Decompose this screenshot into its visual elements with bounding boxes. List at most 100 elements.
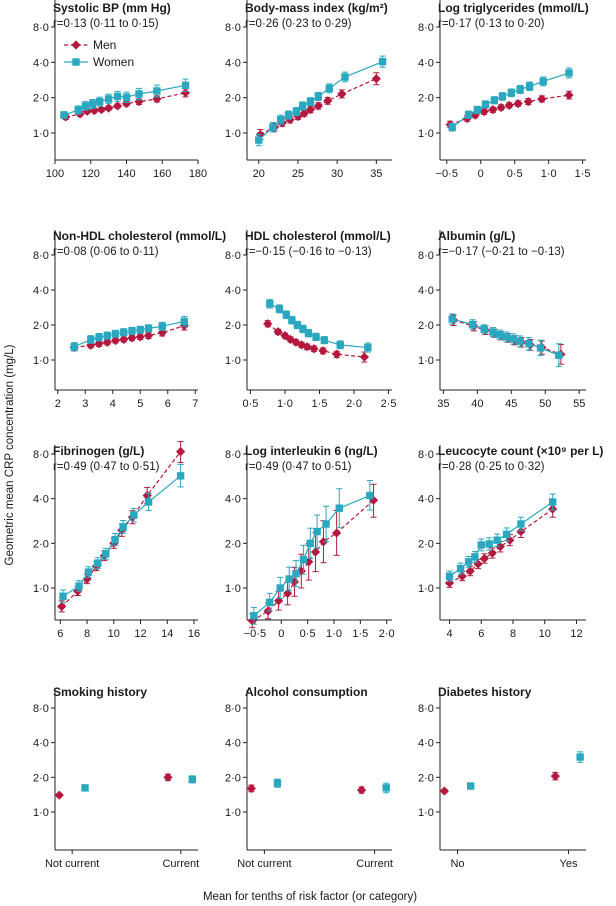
panel-title: Body-mass index (kg/m²) (245, 1, 388, 15)
panel-stat: r=0·13 (0·11 to 0·15) (53, 18, 159, 30)
data-point-women (292, 569, 300, 578)
data-point-women (525, 82, 534, 90)
x-tick-label: 120 (82, 168, 100, 180)
data-point-women (468, 320, 477, 329)
data-point-women (81, 102, 90, 110)
x-tick-label: 6 (478, 628, 484, 640)
data-point-men (495, 542, 505, 552)
x-tick-label: 7 (192, 398, 198, 410)
data-point-women (70, 343, 78, 351)
panel-stat: r=0·49 (0·47 to 0·51) (245, 461, 352, 473)
data-point-women (158, 322, 166, 330)
y-tick-label: 2·0 (225, 93, 241, 105)
x-tick-label: 2·0 (379, 628, 395, 640)
y-tick-label: 4·0 (33, 57, 49, 69)
data-point-women (464, 558, 473, 566)
x-tick-label: Current (162, 858, 199, 870)
y-axis-label: Geometric mean CRP concentration (mg/L) (4, 344, 16, 565)
series-line-men (251, 499, 374, 622)
data-point-men (564, 90, 574, 100)
data-point-women (299, 556, 308, 564)
data-point-men (299, 108, 309, 118)
panel-title: HDL cholesterol (mmol/L) (245, 229, 391, 243)
chart-panel-systolic-bp-mm-hg: Systolic BP (mm Hg) r=0·13 (0·11 to 0·15)… (33, 0, 207, 180)
data-point-men (142, 490, 152, 501)
data-point-women (181, 81, 190, 89)
data-point-men (359, 352, 369, 362)
data-point-women (111, 535, 119, 544)
data-point-men (318, 346, 328, 356)
x-tick-label: 2·0 (346, 398, 362, 410)
data-point-women (516, 337, 524, 345)
panel-title: Diabetes history (438, 685, 532, 699)
data-point-men (356, 785, 367, 795)
data-point-women (448, 315, 456, 323)
series-line-women (253, 494, 371, 617)
data-point-women (548, 498, 557, 506)
x-tick-label: 1·5 (312, 398, 328, 410)
data-point-men (135, 332, 145, 342)
y-tick-label: 8·0 (33, 22, 49, 34)
data-point-women (81, 784, 89, 792)
data-point-women (60, 111, 68, 119)
data-point-women (517, 520, 525, 528)
y-tick-label: 8·0 (418, 449, 434, 461)
data-point-women (477, 541, 485, 549)
data-point-women (313, 527, 321, 536)
y-tick-label: 2·0 (418, 93, 434, 105)
y-tick-label: 8·0 (225, 250, 241, 262)
x-tick-label: 30 (331, 168, 343, 180)
legend-marker-women (72, 58, 80, 66)
data-point-men (263, 319, 273, 329)
data-point-women (292, 107, 301, 116)
x-tick-label: 12 (134, 628, 146, 640)
data-point-women (87, 335, 95, 344)
x-tick-label: 1·5 (575, 168, 591, 180)
data-point-men (102, 337, 112, 347)
x-tick-label: 4 (446, 628, 452, 640)
data-point-men (457, 571, 467, 581)
y-tick-label: 4·0 (418, 494, 434, 506)
x-tick-label: Yes (560, 858, 578, 870)
data-point-men (246, 783, 256, 794)
series-men (54, 772, 173, 800)
series-women (448, 67, 573, 132)
data-point-men (516, 526, 526, 537)
series-men (246, 783, 367, 795)
chart-panel-log-triglycerides-mmol-l: Log triglycerides (mmol/L) r=0·17 (0·13 t… (418, 0, 591, 180)
x-tick-label: 140 (117, 168, 135, 180)
y-tick-label: 2·0 (33, 320, 49, 332)
x-tick-label: 160 (153, 168, 171, 180)
data-point-women (276, 584, 284, 592)
data-point-women (314, 92, 323, 101)
y-tick-label: 1·0 (225, 355, 241, 367)
panel-stat: r=0·08 (0·06 to 0·11) (53, 246, 159, 258)
y-tick-label: 1·0 (418, 583, 434, 595)
x-tick-label: 6 (165, 398, 171, 410)
y-tick-label: 2·0 (418, 538, 434, 550)
data-point-women (176, 472, 185, 480)
y-tick-label: 8·0 (225, 22, 241, 34)
data-point-women (88, 100, 97, 108)
data-point-men (280, 331, 290, 341)
data-point-men (86, 340, 96, 350)
panel-title: Fibrinogen (g/L) (53, 444, 144, 458)
series-women (250, 480, 374, 625)
y-tick-label: 1·0 (33, 128, 49, 140)
data-point-women (94, 559, 102, 567)
data-point-women (111, 330, 120, 338)
data-point-men (94, 339, 104, 349)
data-point-women (325, 84, 333, 93)
y-tick-label: 1·0 (418, 128, 434, 140)
y-tick-label: 2·0 (225, 320, 241, 332)
data-point-women (496, 331, 504, 339)
data-point-men (537, 94, 547, 104)
series-women (81, 775, 196, 792)
x-tick-label: −0·5 (436, 168, 458, 180)
series-women (448, 313, 563, 367)
panel-stat: r=−0·15 (−0·16 to −0·13) (245, 246, 372, 258)
data-point-women (103, 331, 111, 340)
data-point-women (312, 333, 320, 341)
y-tick-label: 1·0 (418, 355, 434, 367)
